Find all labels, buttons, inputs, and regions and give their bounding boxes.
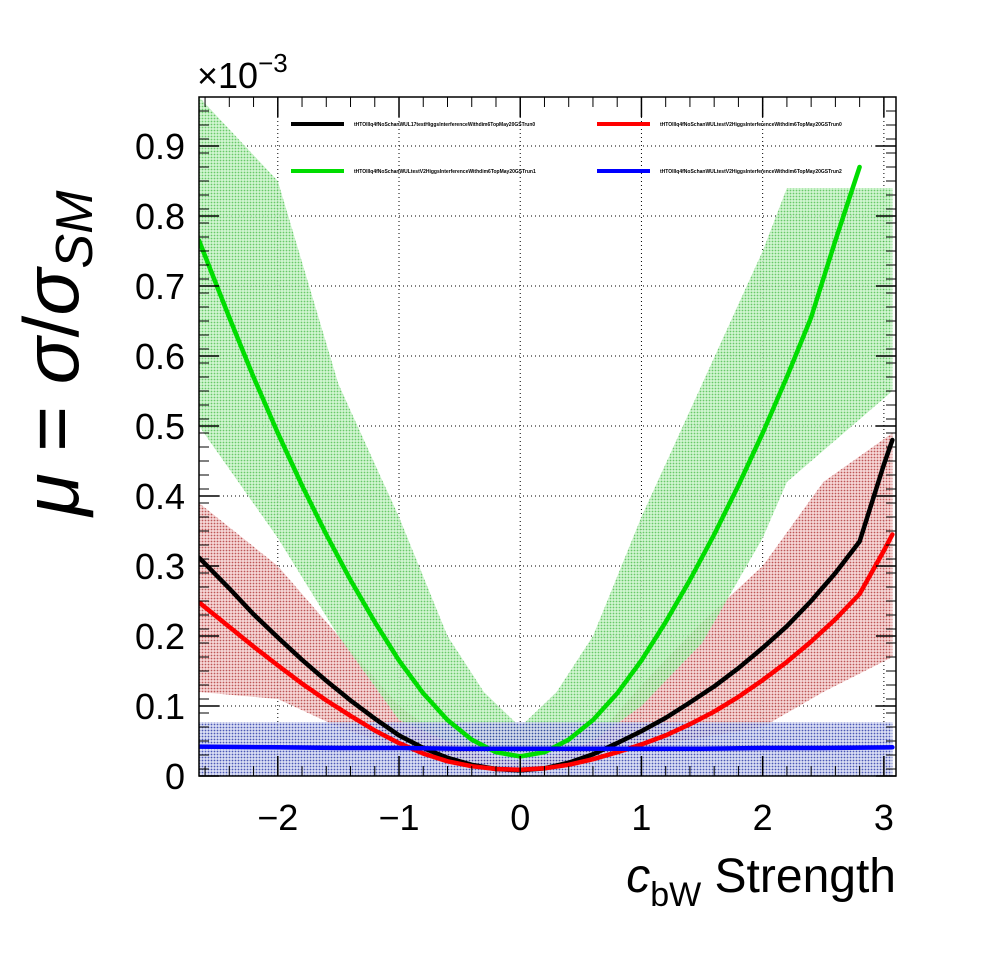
y-tick-label: 0 xyxy=(165,756,185,797)
legend-label-red: tHTOlllq4fNoSchanWULtestV2HiggsInterfere… xyxy=(660,122,842,128)
y-tick-label: 0.1 xyxy=(135,686,185,727)
y-tick-labels: 0 0.1 0.2 0.3 0.4 0.5 0.6 0.7 0.8 0.9 xyxy=(135,126,185,797)
uncertainty-band xyxy=(199,433,893,773)
x-tick-label: −1 xyxy=(378,797,419,838)
y-tick-label: 0.8 xyxy=(135,196,185,237)
legend-label-green: tHTOlllq4fNoSchanWULtestV2HiggsInterfere… xyxy=(354,169,536,175)
x-tick-labels: −2 −1 0 1 2 3 xyxy=(257,797,894,838)
x-axis-title: cbW Strength xyxy=(626,850,896,914)
uncertainty-band xyxy=(199,97,893,759)
x-tick-label: 0 xyxy=(510,797,530,838)
plot-frame xyxy=(198,96,897,777)
series-line-3 xyxy=(199,744,895,751)
y-tick-label: 0.9 xyxy=(135,126,185,167)
x-tick-label: 1 xyxy=(631,797,651,838)
x-tick-label: 3 xyxy=(874,797,894,838)
y-tick-label: 0.5 xyxy=(135,406,185,447)
series-lines xyxy=(199,164,895,773)
series-line-2 xyxy=(199,164,862,759)
y-tick-label: 0.2 xyxy=(135,616,185,657)
x-tick-label: −2 xyxy=(257,797,298,838)
x-tick-label: 2 xyxy=(753,797,773,838)
y-tick-label: 0.3 xyxy=(135,546,185,587)
y-exponent-label: ×10−3 xyxy=(197,48,288,96)
axis-ticks xyxy=(199,97,896,777)
y-axis-title: μ = σ/σSM xyxy=(7,190,104,518)
legend-label-blue: tHTOlllq4fNoSchanWULtestV2HiggsInterfere… xyxy=(660,169,842,175)
y-tick-label: 0.6 xyxy=(135,336,185,377)
legend-label-black: tHTOlllq4fNoSchanWUL17testHiggsInterfere… xyxy=(354,122,535,128)
legend: tHTOlllq4fNoSchanWUL17testHiggsInterfere… xyxy=(291,122,842,175)
series-line-1 xyxy=(199,532,895,772)
y-tick-label: 0.7 xyxy=(135,266,185,307)
uncertainty-bands xyxy=(199,97,893,776)
y-tick-label: 0.4 xyxy=(135,476,185,517)
